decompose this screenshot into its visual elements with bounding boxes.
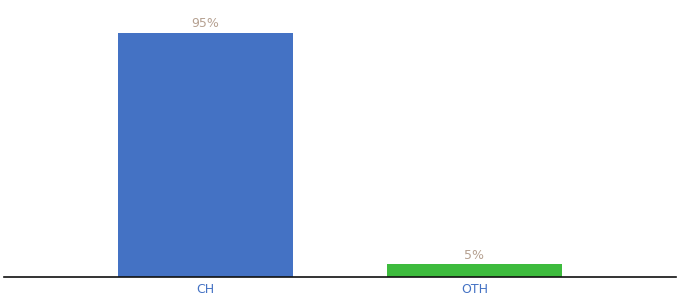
Text: 95%: 95% [192, 17, 220, 30]
Bar [118, 32, 293, 277]
Bar [387, 264, 562, 277]
Text: 5%: 5% [464, 249, 484, 262]
